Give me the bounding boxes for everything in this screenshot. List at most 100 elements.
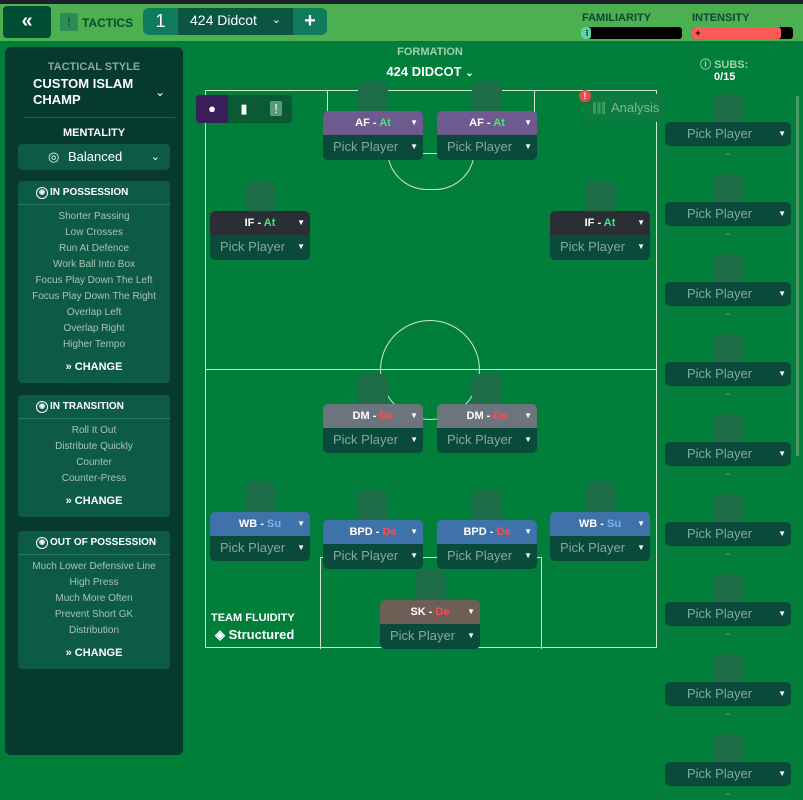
role-selector[interactable]: WB - Su ▼ (550, 512, 650, 536)
change-button[interactable]: » CHANGE (18, 361, 170, 383)
pick-player-select[interactable]: Pick Player ▼ (380, 624, 480, 649)
dropdown-arrow-icon: ▼ (524, 142, 532, 151)
dropdown-arrow-icon: ▼ (778, 769, 786, 778)
pick-player-select[interactable]: Pick Player ▼ (437, 135, 537, 160)
role-selector[interactable]: WB - Su ▼ (210, 512, 310, 536)
subs-scrollbar[interactable] (796, 96, 799, 456)
pick-player-select[interactable]: Pick Player ▼ (550, 235, 650, 260)
dropdown-arrow-icon: ▼ (524, 551, 532, 560)
sub-pick-player-select[interactable]: Pick Player ▼ (665, 522, 791, 546)
sub-pick-player-select[interactable]: Pick Player ▼ (665, 682, 791, 706)
duty: Su (267, 518, 282, 530)
change-button[interactable]: » CHANGE (18, 495, 170, 517)
section-header: ◉ IN TRANSITION (18, 395, 170, 419)
instruction-item: Overlap Left (66, 307, 122, 318)
tactics-view-button[interactable]: ! (260, 95, 292, 123)
pick-player-select[interactable]: Pick Player ▼ (437, 544, 537, 569)
subs-count: 0/15 (714, 71, 736, 83)
sub-pick-player-select[interactable]: Pick Player ▼ (665, 122, 791, 146)
pick-player-label: Pick Player (447, 432, 513, 447)
duty: At (493, 117, 505, 129)
back-button[interactable]: « (3, 6, 51, 38)
tactic-slot-number[interactable]: 1 (155, 11, 166, 31)
familiarity-label: FAMILIARITY (582, 12, 652, 24)
bar-chart-icon: ▮ (240, 101, 248, 116)
role-selector[interactable]: AF - At ▼ (323, 111, 423, 135)
pick-player-select[interactable]: Pick Player ▼ (323, 428, 423, 453)
sub-pick-player-select[interactable]: Pick Player ▼ (665, 282, 791, 306)
role-selector[interactable]: IF - At ▼ (550, 211, 650, 235)
position-card-wb: WB - Su ▼ Pick Player ▼ (210, 482, 310, 561)
add-tactic-button[interactable]: + (304, 10, 316, 32)
chevron-down-icon[interactable]: ⌄ (155, 85, 166, 99)
change-label: CHANGE (74, 647, 123, 659)
role-selector[interactable]: DM - De ▼ (323, 404, 423, 428)
familiarity-icon: ⁝ (585, 28, 589, 38)
analysis-button[interactable]: Analysis (585, 94, 665, 122)
intensity-bar[interactable]: + (692, 27, 793, 39)
intensity-plus-icon: + (695, 28, 701, 38)
player-view-button[interactable]: ● (196, 95, 228, 123)
top-strip (0, 0, 803, 4)
formation-label: FORMATION (397, 46, 463, 58)
role-selector[interactable]: IF - At ▼ (210, 211, 310, 235)
pick-player-label: Pick Player (687, 686, 753, 701)
mentality-select[interactable]: ◎ Balanced ⌄ (18, 144, 170, 170)
role-selector[interactable]: BPD - De ▼ (437, 520, 537, 544)
double-chevron-right-icon: » (65, 361, 72, 373)
sub-pick-player-select[interactable]: Pick Player ▼ (665, 202, 791, 226)
instruction-item: Much Lower Defensive Line (32, 561, 156, 572)
position-card-af: AF - At ▼ Pick Player ▼ (323, 81, 423, 160)
dropdown-arrow-icon: ▼ (410, 142, 418, 151)
intensity-label: INTENSITY (692, 12, 750, 24)
sub-slot: Pick Player ▼ - (665, 574, 791, 640)
grid-icon (593, 102, 605, 114)
sub-pick-player-select[interactable]: Pick Player ▼ (665, 602, 791, 626)
tactic-selector[interactable]: 424 Didcot ⌄ (178, 8, 293, 35)
dropdown-arrow-icon: ▼ (778, 209, 786, 218)
pick-player-select[interactable]: Pick Player ▼ (550, 536, 650, 561)
pick-player-label: Pick Player (687, 126, 753, 141)
sub-empty-indicator: - (726, 148, 730, 160)
tactics-icon: ! (60, 13, 78, 31)
tactics-icon: ! (270, 101, 282, 116)
dropdown-arrow-icon: ▼ (467, 607, 475, 616)
dropdown-arrow-icon: ▼ (637, 519, 645, 528)
pick-player-select[interactable]: Pick Player ▼ (210, 235, 310, 260)
dropdown-arrow-icon: ▼ (410, 118, 418, 127)
pick-player-label: Pick Player (333, 432, 399, 447)
role-selector[interactable]: BPD - De ▼ (323, 520, 423, 544)
position-card-sk: SK - De ▼ Pick Player ▼ (380, 570, 480, 649)
sub-empty-indicator: - (726, 628, 730, 640)
analysis-label: Analysis (611, 100, 660, 115)
sub-slot: Pick Player ▼ - (665, 334, 791, 400)
change-label: CHANGE (74, 361, 123, 373)
team-fluidity-label: TEAM FLUIDITY (211, 612, 295, 624)
sub-pick-player-select[interactable]: Pick Player ▼ (665, 442, 791, 466)
familiarity-bar[interactable]: ⁝ (581, 27, 682, 39)
section-icon: ◉ (36, 401, 48, 413)
pick-player-select[interactable]: Pick Player ▼ (437, 428, 537, 453)
sub-pick-player-select[interactable]: Pick Player ▼ (665, 362, 791, 386)
section-0: ◉ IN POSSESSION Shorter Passing Low Crosse… (18, 181, 170, 383)
dropdown-arrow-icon: ▼ (297, 218, 305, 227)
pick-player-select[interactable]: Pick Player ▼ (323, 135, 423, 160)
duty: At (379, 117, 391, 129)
tactics-sidebar: TACTICAL STYLE CUSTOM ISLAM CHAMP ⌄ MENT… (5, 47, 183, 755)
dropdown-arrow-icon: ▼ (297, 242, 305, 251)
pick-player-select[interactable]: Pick Player ▼ (323, 544, 423, 569)
pick-player-label: Pick Player (390, 628, 456, 643)
role-selector[interactable]: SK - De ▼ (380, 600, 480, 624)
sub-slot: Pick Player ▼ - (665, 174, 791, 240)
chevron-down-icon: ⌄ (150, 151, 160, 163)
divider (23, 117, 175, 118)
pick-player-select[interactable]: Pick Player ▼ (210, 536, 310, 561)
tactical-style-name[interactable]: CUSTOM ISLAM CHAMP (33, 76, 134, 107)
role-selector[interactable]: AF - At ▼ (437, 111, 537, 135)
formation-selector[interactable]: 424 DIDCOT ⌄ (360, 64, 500, 79)
instruction-item: Low Crosses (65, 227, 123, 238)
stats-view-button[interactable]: ▮ (228, 95, 260, 123)
sub-pick-player-select[interactable]: Pick Player ▼ (665, 762, 791, 786)
role-selector[interactable]: DM - De ▼ (437, 404, 537, 428)
change-button[interactable]: » CHANGE (18, 647, 170, 669)
